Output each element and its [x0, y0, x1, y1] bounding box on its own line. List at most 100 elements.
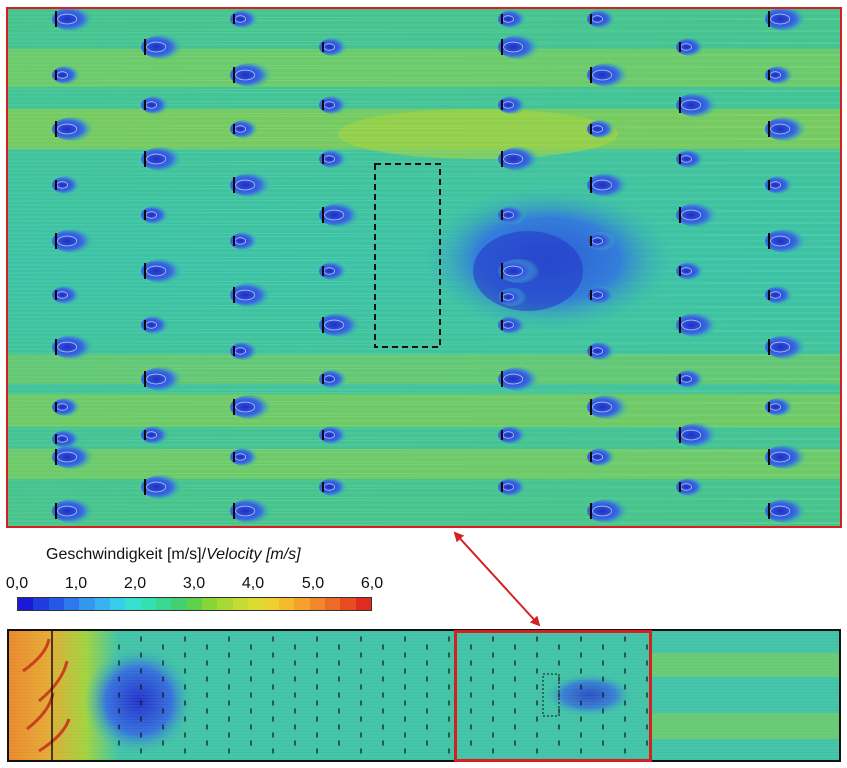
streamline — [8, 307, 840, 310]
fast-flow-band — [8, 394, 840, 427]
wake-eddy — [587, 342, 617, 360]
wake-eddy — [587, 63, 631, 87]
wake-eddy — [141, 206, 171, 224]
fast-flow-region — [338, 109, 618, 159]
colorbar-swatch — [263, 598, 279, 610]
streamline — [8, 295, 840, 298]
zoomed-flow-field — [8, 9, 840, 526]
streamline — [8, 55, 840, 58]
wake-eddy — [676, 93, 720, 117]
wake-eddy — [498, 259, 542, 283]
wake-eddy — [498, 96, 528, 114]
wake-eddy — [230, 232, 260, 250]
streamline — [8, 184, 840, 187]
wake-eddy — [52, 66, 82, 84]
fast-flow-band — [8, 449, 840, 479]
wake-eddy — [765, 229, 809, 253]
wake-eddy — [52, 499, 96, 523]
streamline — [8, 523, 840, 526]
wake-eddy — [319, 150, 349, 168]
colorbar-swatch — [140, 598, 157, 610]
wake-eddy — [230, 10, 260, 28]
streamline — [8, 304, 840, 307]
eddy-swirl — [235, 179, 256, 191]
wake-eddy — [52, 286, 82, 304]
streamline — [8, 232, 840, 235]
wake-eddy — [141, 147, 185, 171]
colorbar-swatch — [232, 598, 249, 610]
wake-eddy — [587, 232, 617, 250]
wake-eddy — [587, 448, 617, 466]
overview-flow-field — [9, 631, 839, 760]
fast-flow-band — [8, 49, 840, 87]
wake-eddy — [765, 445, 809, 469]
streamline — [8, 463, 840, 466]
wake-eddy — [498, 206, 528, 224]
eddy-swirl — [324, 209, 345, 221]
wake-eddy — [676, 38, 706, 56]
eddy-swirl — [503, 373, 524, 385]
wake-eddy — [319, 313, 363, 337]
colorbar-swatch — [33, 598, 49, 610]
colorbar-swatch — [79, 598, 95, 610]
colorbar-swatch — [324, 598, 341, 610]
streamline — [8, 196, 840, 199]
wake-eddy — [141, 35, 185, 59]
streamline — [8, 403, 840, 406]
colorbar-swatch — [64, 598, 80, 610]
overview-wake — [544, 673, 634, 717]
colorbar-swatch — [294, 598, 310, 610]
eddy-swirl — [146, 481, 167, 493]
fast-band — [649, 713, 839, 739]
zoomed-velocity-plot — [6, 7, 842, 528]
eddy-swirl — [592, 505, 613, 517]
wake-eddy — [230, 448, 260, 466]
dashed-obstacle — [374, 163, 441, 348]
wake-eddy — [319, 203, 363, 227]
dashed-obstacle — [542, 673, 560, 717]
wake-eddy — [141, 426, 171, 444]
wake-eddy — [676, 313, 720, 337]
streamline — [8, 235, 840, 238]
colorbar-title: Geschwindigkeit [m/s]/Velocity [m/s] — [46, 546, 301, 564]
eddy-swirl — [146, 265, 167, 277]
streamline — [8, 127, 840, 130]
wake-eddy — [498, 426, 528, 444]
eddy-swirl — [770, 451, 791, 463]
wake-eddy — [230, 499, 274, 523]
wake-eddy — [498, 367, 542, 391]
streamline — [8, 136, 840, 139]
double-headed-arrow — [453, 531, 541, 627]
wake-eddy — [765, 66, 795, 84]
wake-eddy — [765, 499, 809, 523]
colorbar-tick-label: 4,0 — [241, 575, 265, 592]
wake-eddy — [498, 478, 528, 496]
colorbar-title-italic: Velocity [m/s] — [206, 546, 301, 563]
eddy-swirl — [146, 153, 167, 165]
wake-eddy — [765, 335, 809, 359]
eddy-swirl — [57, 13, 78, 25]
colorbar-tick-label: 0,0 — [5, 575, 29, 592]
wake-eddy — [498, 10, 528, 28]
wake-eddy — [52, 176, 82, 194]
colorbar-swatch — [278, 598, 295, 610]
colorbar-swatch — [355, 598, 371, 610]
eddy-swirl — [770, 341, 791, 353]
streamline — [8, 499, 840, 502]
wake-eddy — [319, 38, 349, 56]
wake-eddy — [587, 173, 631, 197]
wake-eddy — [230, 120, 260, 138]
wake-eddy — [230, 395, 274, 419]
colorbar-swatch — [125, 598, 141, 610]
eddy-swirl — [592, 69, 613, 81]
wake-eddy — [230, 283, 274, 307]
wake-eddy — [676, 478, 706, 496]
wake-eddy — [587, 395, 631, 419]
colorbar-title-main: Geschwindigkeit [m/s]/ — [46, 546, 207, 563]
fast-band — [649, 653, 839, 677]
eddy-swirl — [324, 319, 345, 331]
wake-eddy — [141, 96, 171, 114]
wake-eddy — [52, 398, 82, 416]
eddy-swirl — [57, 341, 78, 353]
colorbar-swatch — [94, 598, 111, 610]
